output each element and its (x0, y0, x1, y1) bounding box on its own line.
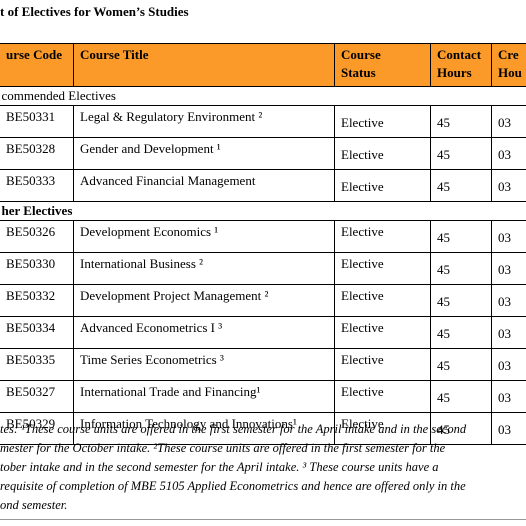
section-row: her Electives (0, 201, 526, 221)
header-cell: Course Title (73, 43, 335, 87)
course-code: BE50335 (0, 348, 74, 381)
credit-hours: 03 (491, 412, 526, 445)
course-code: BE50331 (0, 105, 74, 138)
course-code: BE50328 (0, 137, 74, 170)
course-row: BE50333 Advanced Financial Management Elec… (0, 169, 526, 202)
credit-hours: 03 (491, 105, 526, 138)
course-status: Elective (334, 380, 431, 413)
section-label: her Electives (0, 201, 526, 221)
course-title: Time Series Econometrics ³ (73, 348, 335, 381)
course-status: Elective (334, 137, 431, 170)
course-title: Advanced Econometrics I ³ (73, 316, 335, 349)
header-text: Cre (498, 47, 519, 62)
course-row: BE50329 Information Technology and Innova… (0, 412, 526, 445)
section-row: commended Electives (0, 86, 526, 106)
header-text: Course (341, 47, 381, 62)
notes: tes: ¹These course units are offered in … (0, 420, 466, 515)
course-row: BE50335 Time Series Econometrics ³ Electiv… (0, 348, 526, 381)
note-line: requisite of completion of MBE 5105 Appl… (0, 479, 466, 493)
header-text: urse Code (6, 47, 62, 62)
contact-hours: 45 (430, 137, 492, 170)
note-line: tober intake and in the second semester … (0, 460, 439, 474)
course-row: BE50334 Advanced Econometrics I ³ Elective… (0, 316, 526, 349)
electives-table: urse Code Course Title Course Status Contact… (0, 43, 526, 445)
header-text: Contact (437, 47, 482, 62)
course-row: BE50330 International Business ² Elective 4… (0, 252, 526, 285)
course-code: BE50334 (0, 316, 74, 349)
note-line: ond semester. (0, 498, 68, 512)
course-status: Elective (334, 284, 431, 317)
note-line: tes: ¹These course units are offered in … (0, 422, 467, 436)
doc-title: t of Electives for Women’s Studies (0, 4, 189, 19)
course-row: BE50326 Development Economics ¹ Elective 45… (0, 220, 526, 253)
credit-hours: 03 (491, 316, 526, 349)
course-title: Development Economics ¹ (73, 220, 335, 253)
contact-hours: 45 (430, 220, 492, 253)
section-label: commended Electives (0, 86, 526, 106)
course-title: Gender and Development ¹ (73, 137, 335, 170)
contact-hours: 45 (430, 412, 492, 445)
course-title: Legal & Regulatory Environment ² (73, 105, 335, 138)
course-status: Elective (334, 252, 431, 285)
contact-hours: 45 (430, 169, 492, 202)
contact-hours: 45 (430, 105, 492, 138)
course-code: BE50327 (0, 380, 74, 413)
header-text: Hours (437, 65, 472, 80)
credit-hours: 03 (491, 348, 526, 381)
course-row: BE50327 International Trade and Financing… (0, 380, 526, 413)
course-status: Elective (334, 316, 431, 349)
credit-hours: 03 (491, 252, 526, 285)
credit-hours: 03 (491, 137, 526, 170)
contact-hours: 45 (430, 252, 492, 285)
header-row: urse Code Course Title Course Status Contact… (0, 43, 526, 87)
credit-hours: 03 (491, 169, 526, 202)
course-code: BE50329 (0, 412, 74, 445)
contact-hours: 45 (430, 316, 492, 349)
course-title: Information Technology and Innovations¹ (73, 412, 335, 445)
course-status: Elective (334, 105, 431, 138)
course-row: BE50328 Gender and Development ¹ Elective 4… (0, 137, 526, 170)
header-cell: urse Code (0, 43, 74, 87)
course-code: BE50332 (0, 284, 74, 317)
header-text: Hou (498, 65, 522, 80)
rule (0, 519, 526, 520)
course-title: Advanced Financial Management (73, 169, 335, 202)
note-line: mester for the October intake. ²These co… (0, 441, 446, 455)
course-code: BE50333 (0, 169, 74, 202)
course-code: BE50326 (0, 220, 74, 253)
header-cell: Course Status (334, 43, 431, 87)
course-code: BE50330 (0, 252, 74, 285)
header-cell: Contact Hours (430, 43, 492, 87)
header-text: Status (341, 65, 376, 80)
credit-hours: 03 (491, 284, 526, 317)
table-body: commended Electives BE50331 Legal & Regula… (0, 86, 526, 445)
header-text: Course Title (80, 47, 149, 62)
course-title: International Trade and Financing¹ (73, 380, 335, 413)
credit-hours: 03 (491, 220, 526, 253)
course-status: Elective (334, 220, 431, 253)
contact-hours: 45 (430, 348, 492, 381)
header-cell: Cre Hou (491, 43, 526, 87)
course-status: Elective (334, 348, 431, 381)
contact-hours: 45 (430, 284, 492, 317)
course-title: International Business ² (73, 252, 335, 285)
credit-hours: 03 (491, 380, 526, 413)
course-title: Development Project Management ² (73, 284, 335, 317)
contact-hours: 45 (430, 380, 492, 413)
course-status: Elective (334, 169, 431, 202)
